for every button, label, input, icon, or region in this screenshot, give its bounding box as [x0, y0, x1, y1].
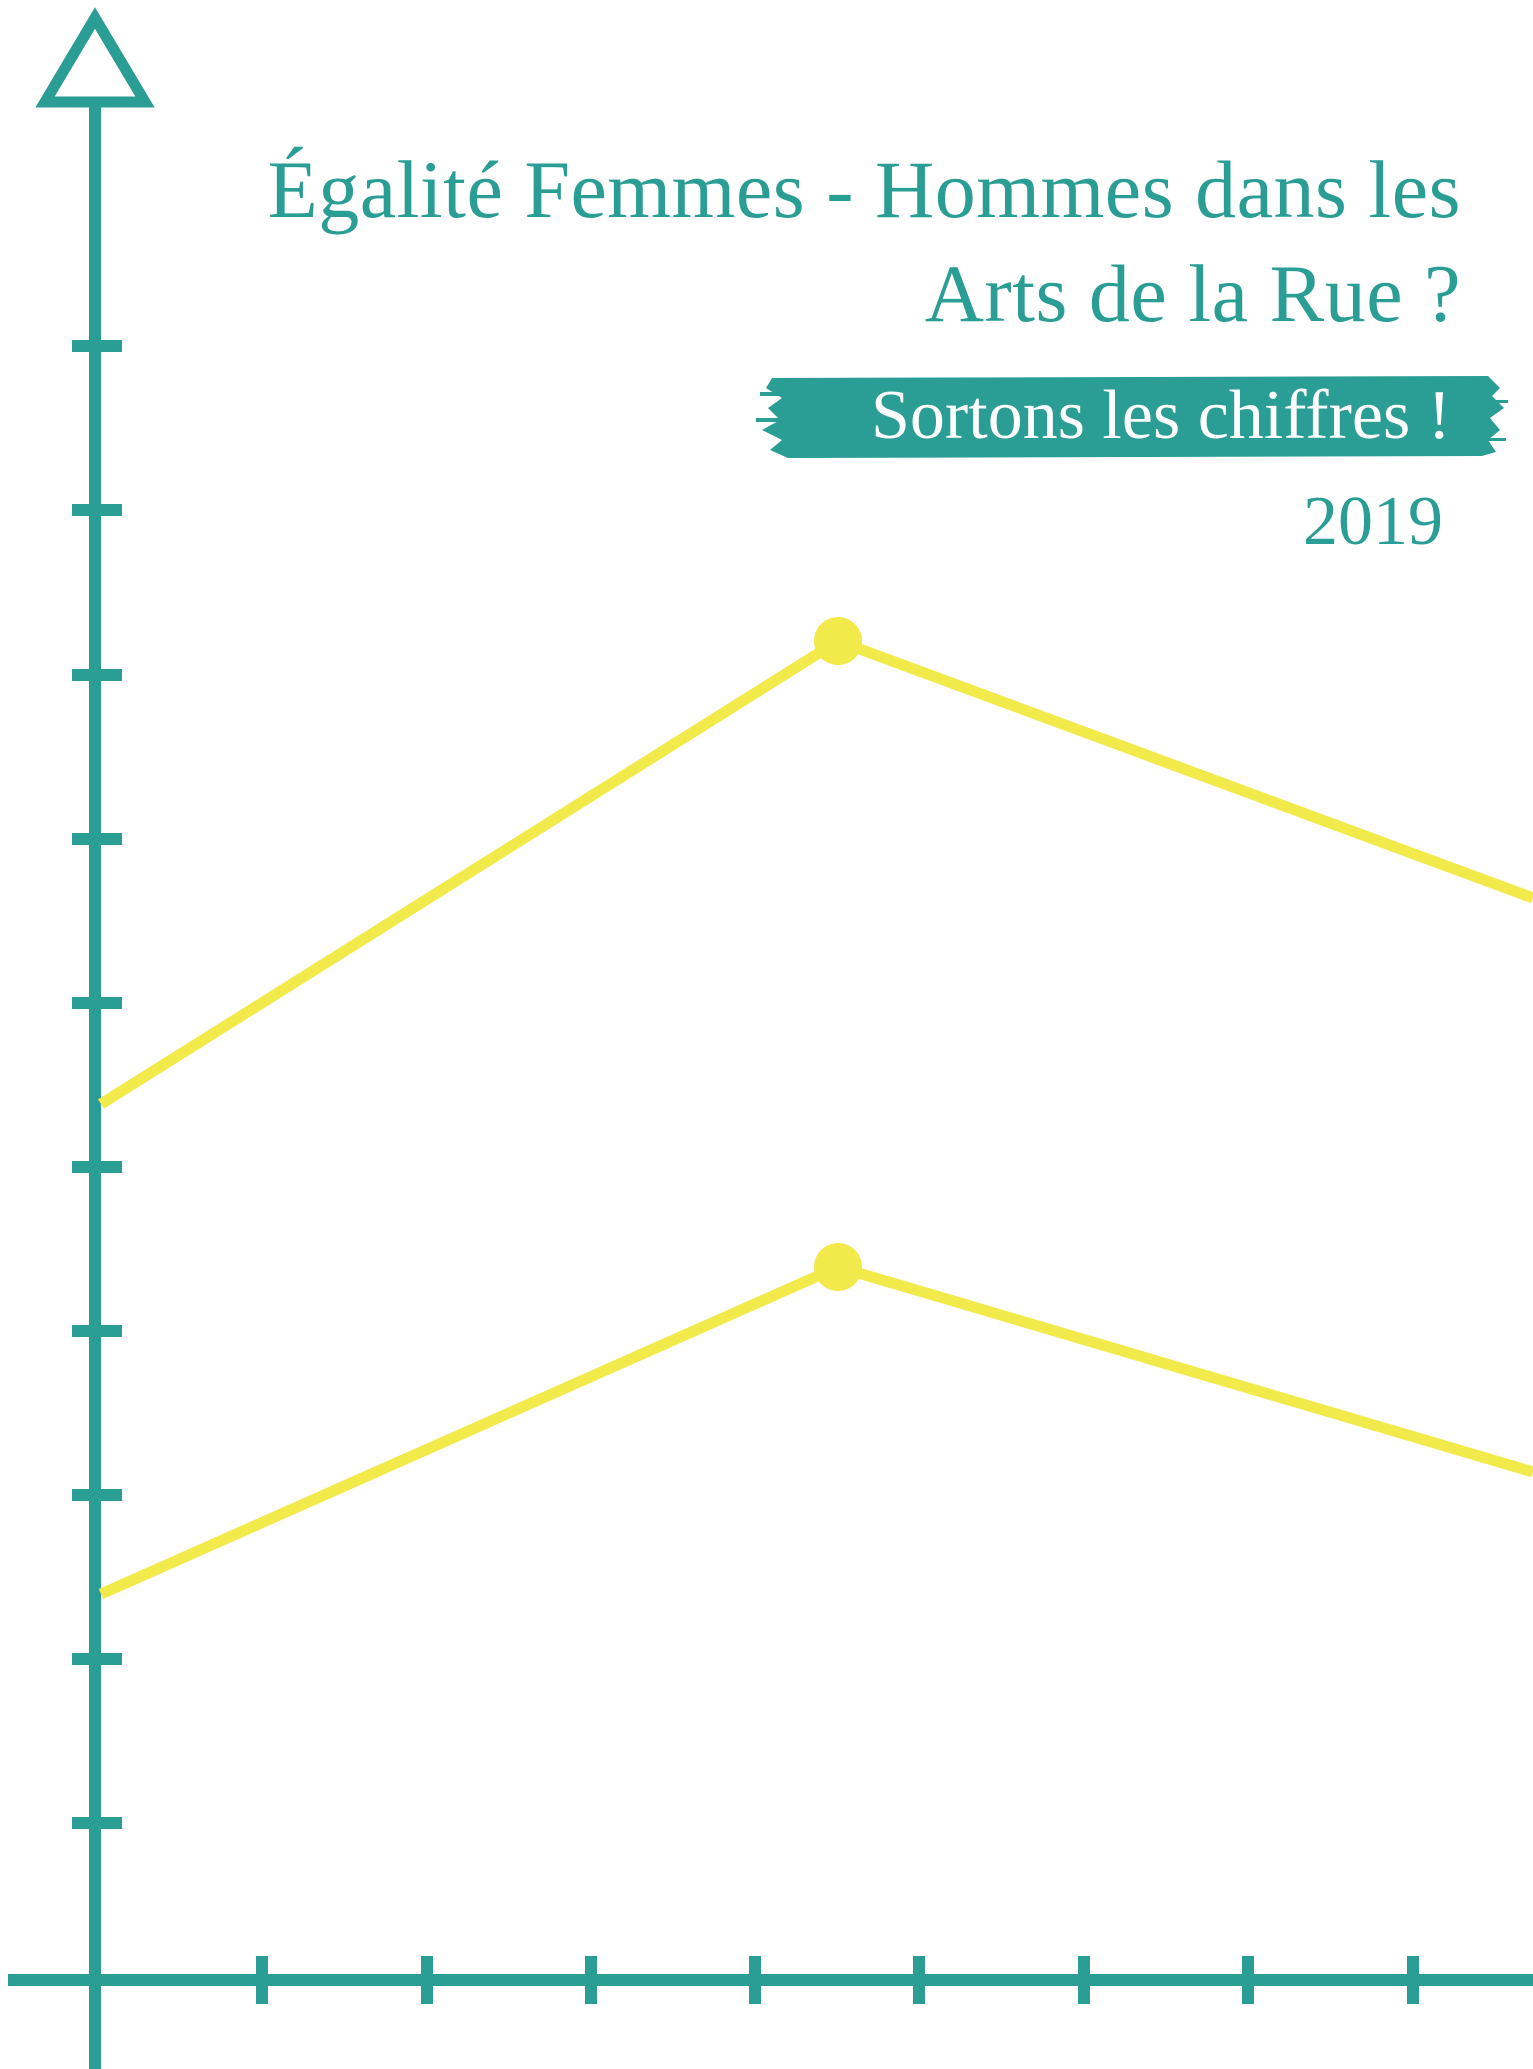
lower-line	[98, 1261, 1533, 1600]
brush-stroke	[756, 376, 1508, 458]
cover-title: Égalité Femmes - Hommes dans les Arts de…	[101, 138, 1461, 346]
title-line-1: Égalité Femmes - Hommes dans les	[267, 144, 1461, 235]
lower-line-point	[814, 1243, 862, 1291]
x-axis-ticks	[256, 1956, 1419, 2004]
subtitle: Sortons les chiffres !	[871, 377, 1451, 454]
upper-line	[98, 635, 1533, 1109]
title-line-2: Arts de la Rue ?	[924, 248, 1461, 339]
y-axis-ticks	[72, 340, 122, 1829]
y-axis-arrow-icon	[35, 7, 155, 108]
upper-line-point	[814, 617, 862, 665]
year-label: 2019	[1303, 483, 1443, 560]
subtitle-banner: Sortons les chiffres !	[769, 370, 1499, 462]
